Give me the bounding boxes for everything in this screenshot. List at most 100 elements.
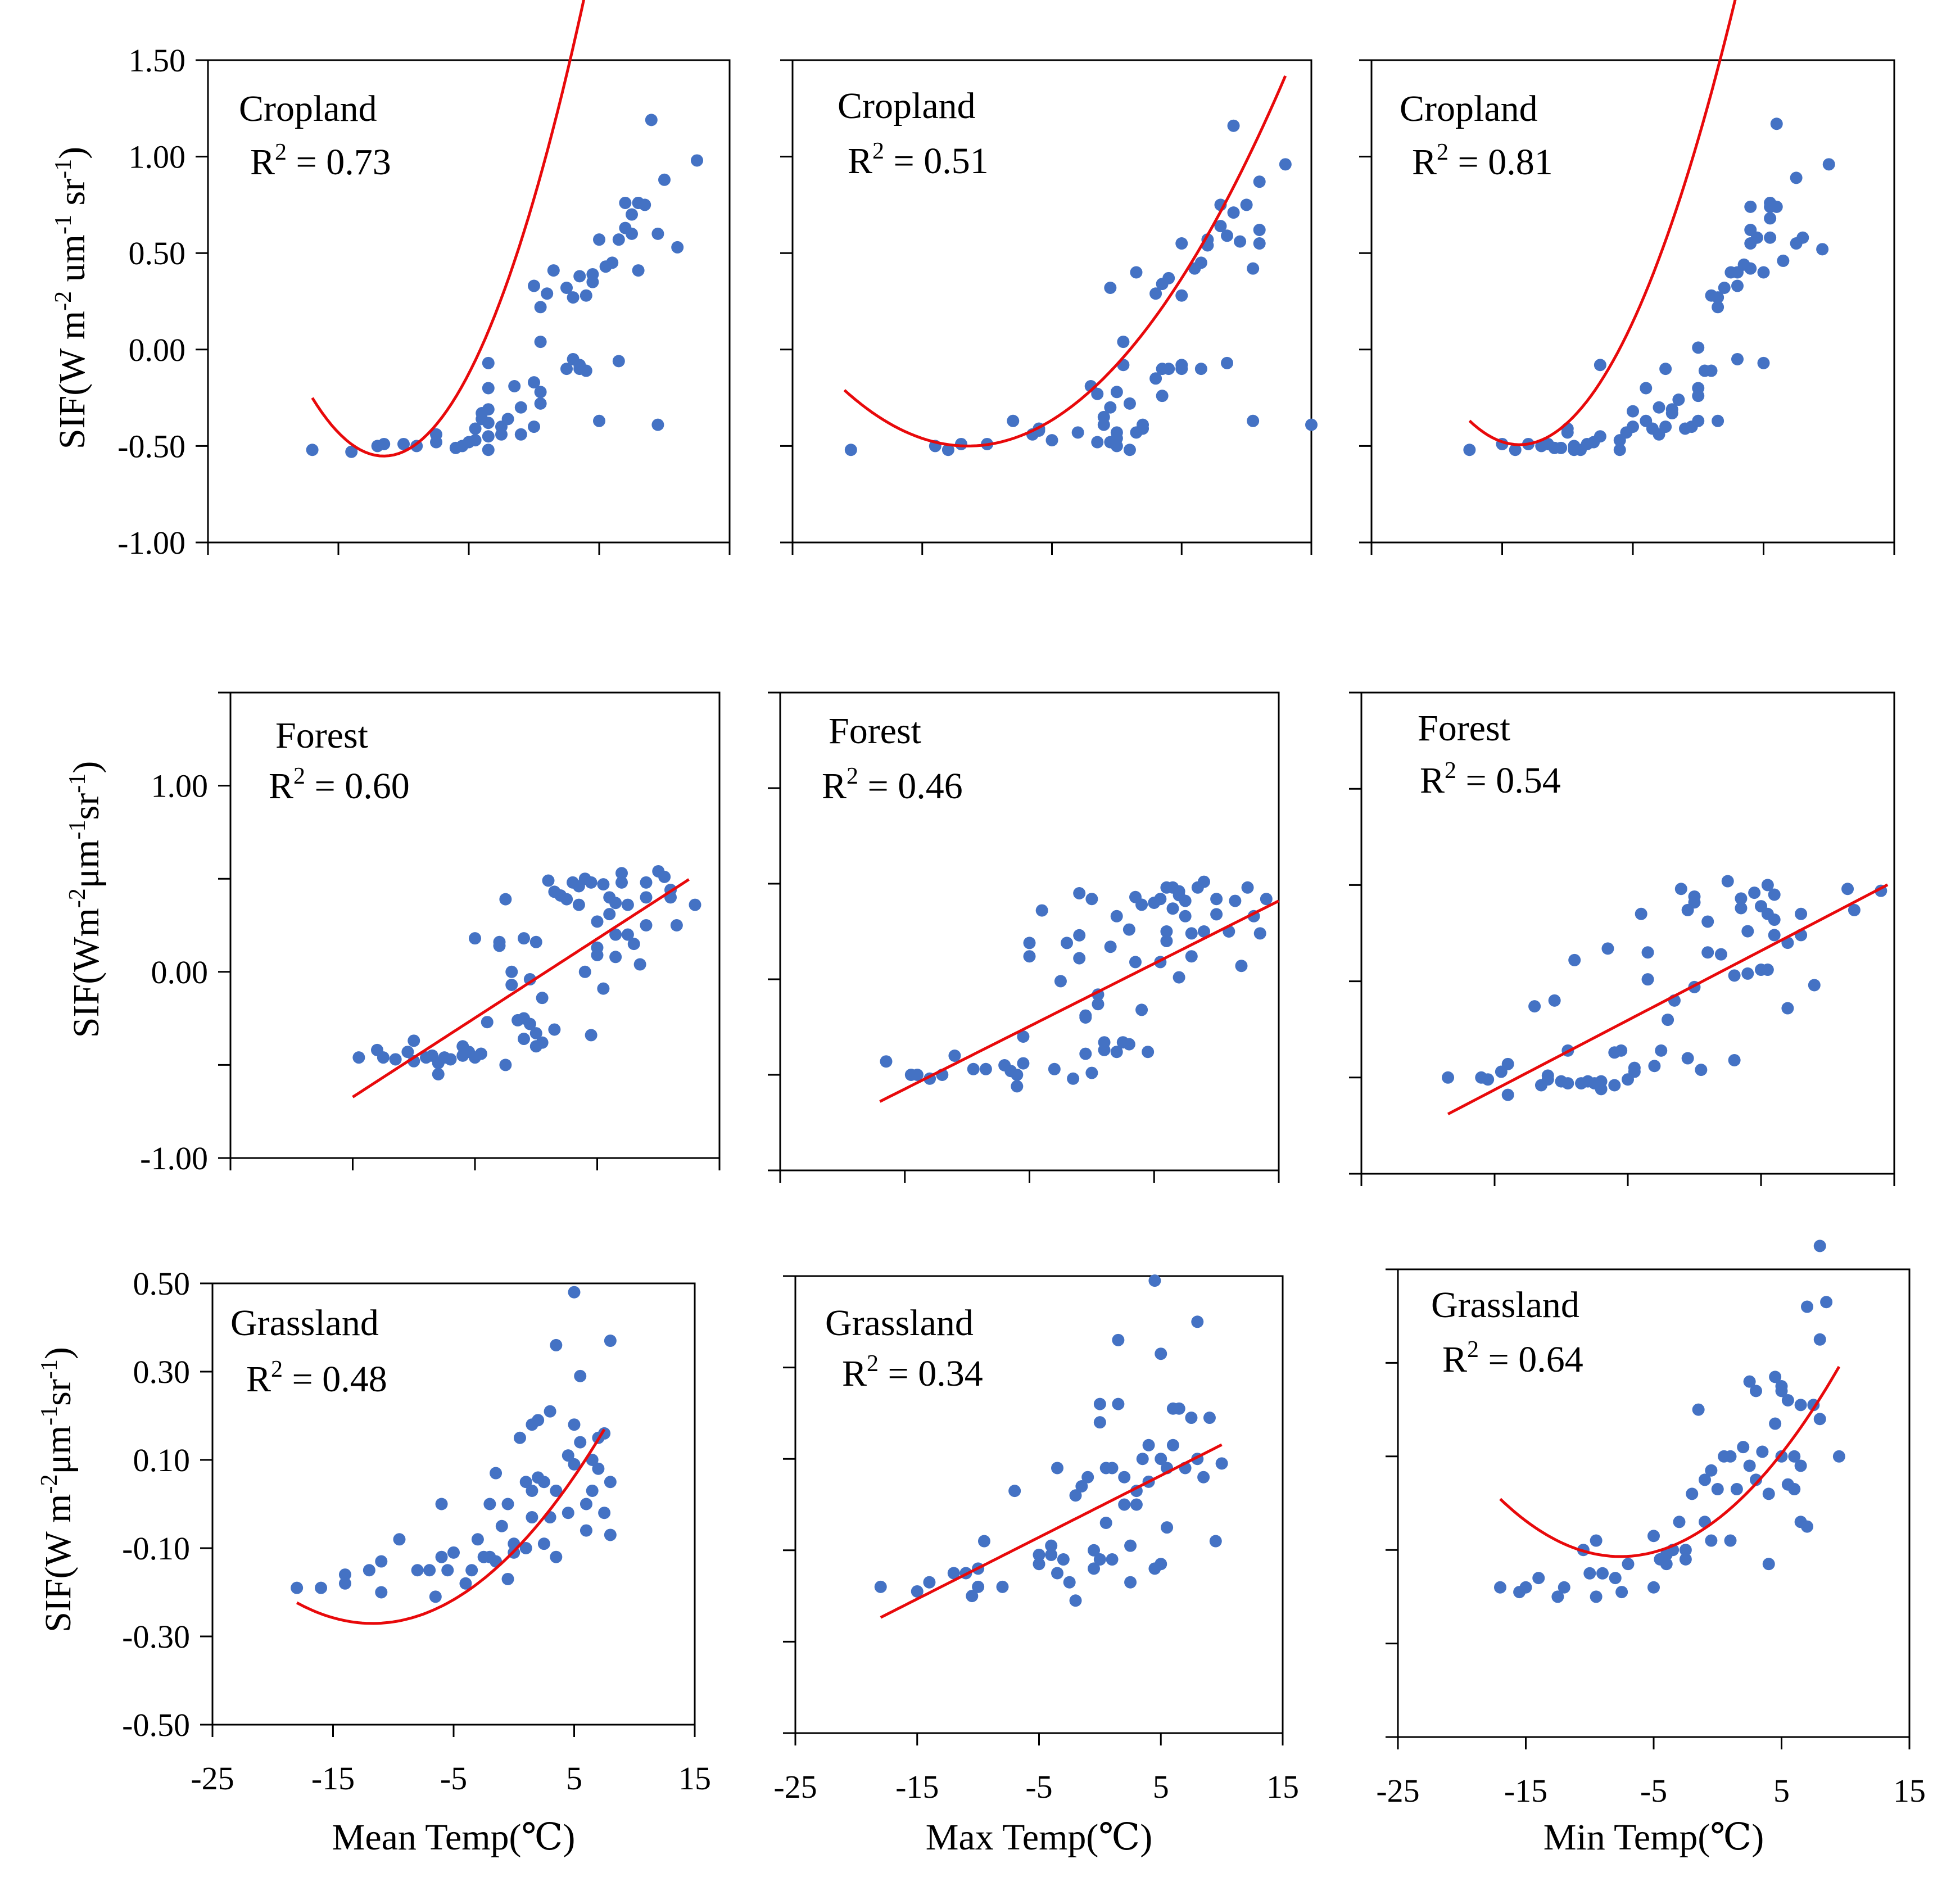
data-point bbox=[482, 417, 495, 429]
data-point bbox=[1701, 946, 1714, 959]
data-point bbox=[1731, 352, 1744, 365]
chart-panel-8: -25 -15 -5 5 15 Grassland R2 = 0.34 Max Temp(℃) bbox=[773, 1274, 1299, 1858]
data-point bbox=[1590, 1534, 1603, 1547]
data-point bbox=[397, 437, 410, 450]
chart-panel-5: Forest R2 = 0.46 bbox=[768, 691, 1280, 1183]
data-point bbox=[1045, 1539, 1058, 1552]
data-point bbox=[1764, 231, 1777, 244]
data-point bbox=[597, 878, 610, 891]
data-point bbox=[567, 291, 580, 304]
data-point bbox=[548, 1023, 561, 1036]
data-point bbox=[645, 114, 658, 126]
data-point bbox=[1813, 1333, 1826, 1346]
data-point bbox=[514, 401, 527, 414]
data-point bbox=[534, 386, 547, 399]
data-point bbox=[435, 1550, 448, 1563]
data-point bbox=[1648, 1060, 1661, 1073]
data-point bbox=[499, 1059, 512, 1071]
data-point bbox=[1463, 444, 1476, 456]
x-axis-label: Min Temp(℃) bbox=[1543, 1817, 1764, 1858]
data-point bbox=[1160, 925, 1173, 938]
data-point bbox=[432, 1068, 445, 1080]
r-squared-label: R2 = 0.46 bbox=[822, 763, 963, 807]
data-point bbox=[541, 287, 554, 300]
data-point bbox=[1808, 979, 1821, 992]
data-point bbox=[1659, 420, 1672, 433]
x-tick-label: -5 bbox=[440, 1760, 467, 1797]
data-point bbox=[1069, 1489, 1082, 1502]
data-point bbox=[338, 1568, 351, 1581]
data-point bbox=[1093, 1553, 1106, 1566]
data-point bbox=[1501, 1088, 1514, 1101]
y-tick-label: -1.00 bbox=[140, 1140, 208, 1177]
data-point bbox=[1768, 888, 1781, 901]
data-point bbox=[574, 1369, 587, 1382]
data-point bbox=[586, 275, 599, 288]
panel-title: Grassland bbox=[1431, 1285, 1579, 1326]
panel-title: Cropland bbox=[239, 88, 377, 129]
data-point bbox=[1528, 1000, 1541, 1013]
data-point bbox=[1194, 256, 1207, 269]
data-point bbox=[1551, 1590, 1564, 1603]
data-point bbox=[1801, 1300, 1813, 1313]
data-point bbox=[1494, 1581, 1506, 1594]
fit-line bbox=[352, 878, 690, 1098]
data-point bbox=[1794, 1459, 1807, 1472]
data-point bbox=[633, 958, 646, 971]
data-point bbox=[1253, 237, 1266, 250]
data-point bbox=[375, 1586, 388, 1599]
data-point bbox=[1011, 1080, 1024, 1093]
chart-panel-4: -1.00 0.00 1.00 Forest R2 = 0.60 bbox=[140, 691, 721, 1177]
x-tick-label: -25 bbox=[1376, 1772, 1419, 1809]
data-point bbox=[609, 897, 622, 910]
data-point bbox=[408, 1034, 420, 1047]
data-point bbox=[612, 355, 625, 368]
data-point bbox=[1110, 910, 1123, 922]
data-point bbox=[499, 893, 512, 906]
data-point bbox=[1097, 410, 1110, 423]
data-point bbox=[1148, 1274, 1161, 1287]
data-point bbox=[639, 198, 651, 211]
data-point bbox=[1482, 1073, 1495, 1086]
data-point bbox=[1770, 117, 1783, 130]
data-point bbox=[1260, 893, 1273, 906]
data-point bbox=[537, 1537, 550, 1550]
x-tick-label: 15 bbox=[678, 1760, 711, 1797]
data-point bbox=[1253, 175, 1266, 188]
y-tick-label: 1.00 bbox=[151, 768, 209, 804]
data-point bbox=[482, 403, 495, 416]
data-point bbox=[604, 1476, 617, 1489]
data-point bbox=[1757, 356, 1770, 369]
fit-line bbox=[1499, 1365, 1841, 1558]
data-point bbox=[513, 1431, 526, 1444]
data-point bbox=[626, 208, 638, 221]
data-point bbox=[606, 256, 619, 269]
data-point bbox=[393, 1533, 406, 1546]
data-point bbox=[1822, 158, 1835, 171]
y-axis-label: SIF(W m-2μm-1sr-1) bbox=[37, 1347, 79, 1632]
data-point bbox=[1761, 964, 1774, 976]
data-point bbox=[580, 289, 592, 302]
data-point bbox=[1655, 1044, 1668, 1057]
data-point bbox=[562, 1507, 574, 1519]
fit-line bbox=[1468, 0, 1737, 446]
data-point bbox=[1045, 434, 1058, 447]
data-point bbox=[501, 1572, 514, 1585]
data-point bbox=[1247, 262, 1260, 275]
data-point bbox=[1641, 946, 1654, 959]
chart-panel-1: -1.00 -0.50 0.00 0.50 1.00 1.50 Cropland R2 = 0… bbox=[117, 0, 731, 561]
data-point bbox=[518, 1033, 530, 1046]
data-point bbox=[1079, 1009, 1092, 1022]
data-point bbox=[1215, 1457, 1228, 1470]
r-squared-label: R2 = 0.64 bbox=[1442, 1337, 1583, 1380]
data-point bbox=[1748, 887, 1761, 899]
data-point bbox=[1762, 1487, 1775, 1500]
data-point bbox=[1073, 929, 1086, 942]
y-tick-label: -0.50 bbox=[122, 1707, 190, 1743]
data-point bbox=[1735, 892, 1748, 905]
data-point bbox=[526, 1511, 538, 1524]
data-point bbox=[1653, 401, 1665, 414]
data-point bbox=[689, 898, 701, 911]
data-point bbox=[1705, 1534, 1718, 1547]
